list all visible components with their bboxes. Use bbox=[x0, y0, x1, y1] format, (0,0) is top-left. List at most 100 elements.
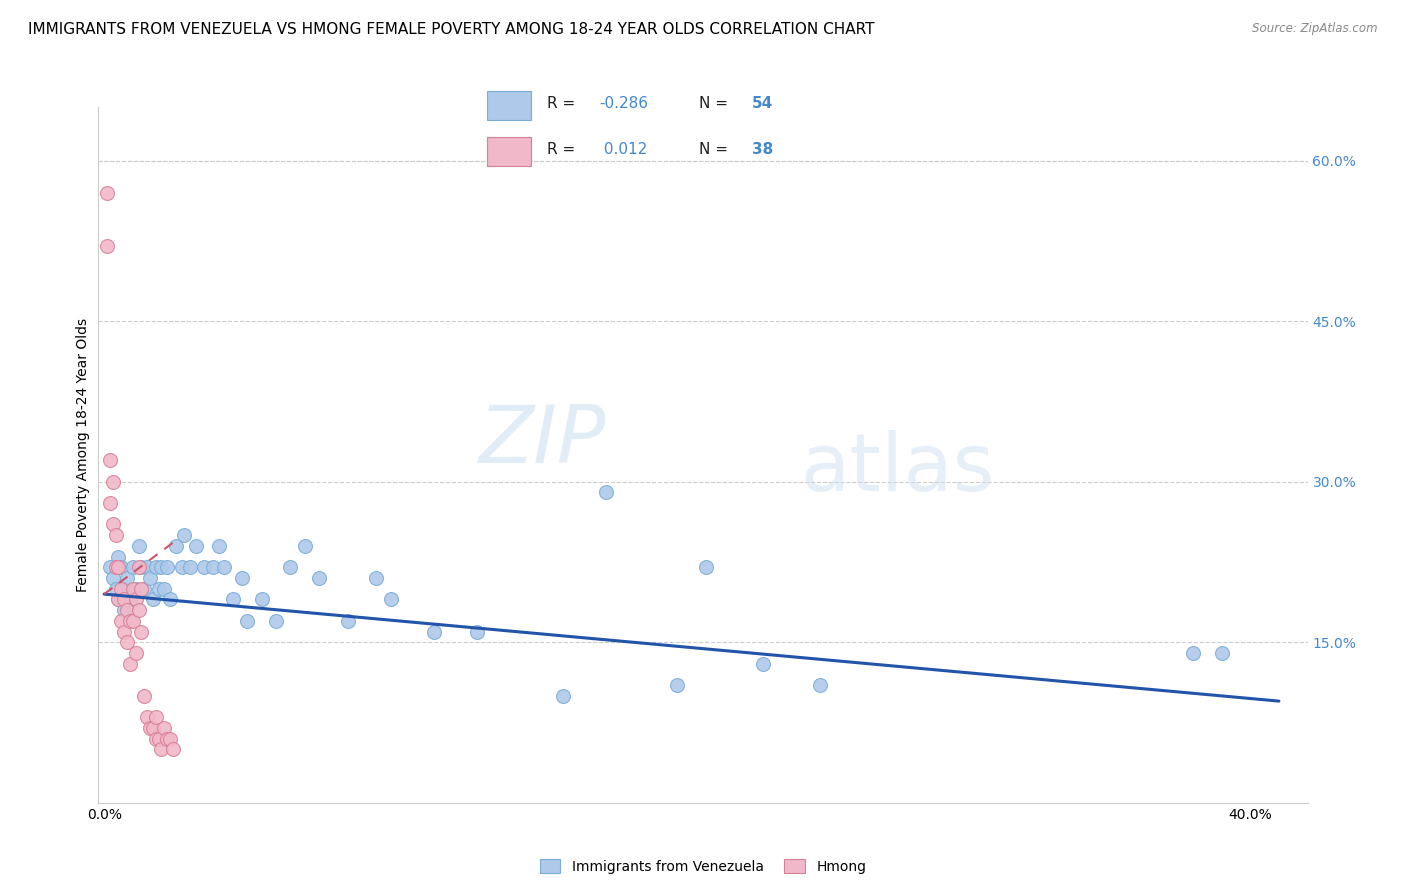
Point bbox=[165, 539, 187, 553]
Point bbox=[112, 592, 135, 607]
Point bbox=[112, 624, 135, 639]
Point bbox=[214, 560, 236, 574]
Point bbox=[465, 624, 488, 639]
Point bbox=[107, 560, 129, 574]
Point bbox=[551, 689, 574, 703]
Point bbox=[118, 592, 141, 607]
Point bbox=[1211, 646, 1233, 660]
Point bbox=[136, 560, 159, 574]
Point bbox=[752, 657, 775, 671]
Text: ZIP: ZIP bbox=[479, 402, 606, 480]
Point bbox=[128, 603, 150, 617]
Point bbox=[110, 582, 132, 596]
Point bbox=[131, 582, 153, 596]
Point bbox=[184, 539, 207, 553]
Point bbox=[98, 560, 121, 574]
Point bbox=[264, 614, 287, 628]
Point bbox=[107, 549, 129, 564]
Point bbox=[595, 485, 617, 500]
Point bbox=[104, 582, 127, 596]
Point bbox=[695, 560, 717, 574]
Point bbox=[179, 560, 201, 574]
FancyBboxPatch shape bbox=[486, 91, 531, 120]
Point bbox=[121, 582, 143, 596]
Point bbox=[193, 560, 215, 574]
Point bbox=[422, 624, 444, 639]
Point bbox=[142, 592, 165, 607]
Point bbox=[145, 710, 167, 724]
Point bbox=[115, 571, 138, 585]
Point bbox=[162, 742, 184, 756]
Point bbox=[810, 678, 832, 692]
Point bbox=[134, 689, 156, 703]
Point bbox=[153, 721, 176, 735]
Point bbox=[134, 582, 156, 596]
Point bbox=[104, 560, 127, 574]
Point bbox=[294, 539, 316, 553]
Point bbox=[124, 646, 146, 660]
Point bbox=[145, 560, 167, 574]
Text: atlas: atlas bbox=[800, 430, 994, 508]
Point bbox=[231, 571, 253, 585]
Point bbox=[153, 582, 176, 596]
Point bbox=[107, 592, 129, 607]
Text: -0.286: -0.286 bbox=[599, 96, 648, 111]
Point bbox=[666, 678, 689, 692]
Text: IMMIGRANTS FROM VENEZUELA VS HMONG FEMALE POVERTY AMONG 18-24 YEAR OLDS CORRELAT: IMMIGRANTS FROM VENEZUELA VS HMONG FEMAL… bbox=[28, 22, 875, 37]
Point bbox=[110, 560, 132, 574]
Text: 38: 38 bbox=[752, 142, 773, 157]
Point bbox=[142, 721, 165, 735]
Point bbox=[380, 592, 402, 607]
Point bbox=[156, 731, 179, 746]
Point bbox=[101, 571, 124, 585]
Point bbox=[170, 560, 193, 574]
Point bbox=[115, 603, 138, 617]
Point bbox=[128, 560, 150, 574]
Text: Source: ZipAtlas.com: Source: ZipAtlas.com bbox=[1253, 22, 1378, 36]
Point bbox=[139, 571, 162, 585]
Point bbox=[136, 710, 159, 724]
Point bbox=[118, 657, 141, 671]
Point bbox=[148, 731, 170, 746]
Point bbox=[124, 582, 146, 596]
Point bbox=[280, 560, 302, 574]
Point bbox=[131, 624, 153, 639]
Point bbox=[124, 592, 146, 607]
Text: R =: R = bbox=[547, 142, 581, 157]
Point bbox=[159, 592, 181, 607]
Point bbox=[110, 614, 132, 628]
Point bbox=[107, 592, 129, 607]
Text: N =: N = bbox=[699, 142, 734, 157]
Text: N =: N = bbox=[699, 96, 734, 111]
FancyBboxPatch shape bbox=[486, 137, 531, 166]
Point bbox=[250, 592, 273, 607]
Point bbox=[98, 453, 121, 467]
Point bbox=[128, 539, 150, 553]
Point bbox=[308, 571, 330, 585]
Point bbox=[112, 603, 135, 617]
Point bbox=[131, 560, 153, 574]
Point bbox=[104, 528, 127, 542]
Point bbox=[101, 517, 124, 532]
Point bbox=[159, 731, 181, 746]
Point bbox=[121, 614, 143, 628]
Y-axis label: Female Poverty Among 18-24 Year Olds: Female Poverty Among 18-24 Year Olds bbox=[76, 318, 90, 592]
Point bbox=[336, 614, 359, 628]
Point bbox=[150, 742, 173, 756]
Text: 0.012: 0.012 bbox=[599, 142, 648, 157]
Point bbox=[208, 539, 231, 553]
Legend: Immigrants from Venezuela, Hmong: Immigrants from Venezuela, Hmong bbox=[534, 854, 872, 880]
Text: R =: R = bbox=[547, 96, 581, 111]
Point bbox=[118, 614, 141, 628]
Point bbox=[1181, 646, 1204, 660]
Point bbox=[115, 635, 138, 649]
Point bbox=[366, 571, 388, 585]
Point bbox=[202, 560, 225, 574]
Point bbox=[101, 475, 124, 489]
Point bbox=[150, 560, 173, 574]
Point bbox=[173, 528, 195, 542]
Point bbox=[156, 560, 179, 574]
Point bbox=[222, 592, 245, 607]
Point bbox=[96, 239, 118, 253]
Point bbox=[148, 582, 170, 596]
